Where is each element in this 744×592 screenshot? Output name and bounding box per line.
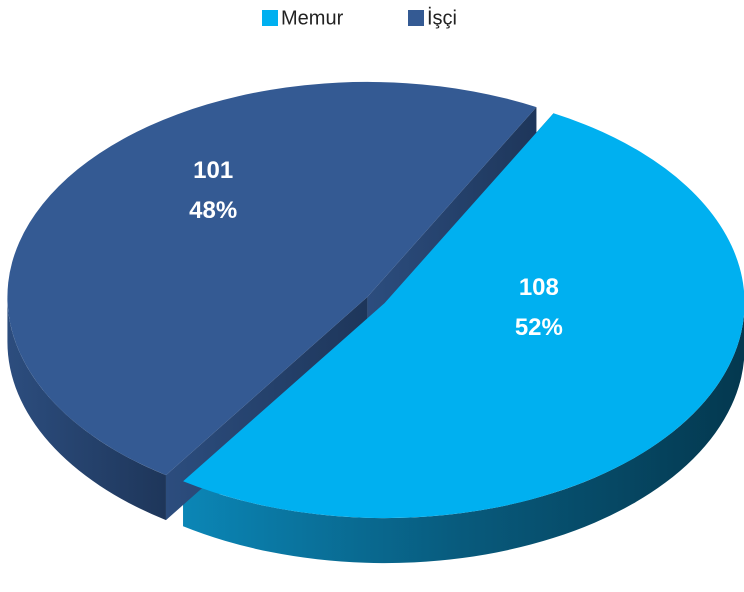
legend-swatch	[262, 10, 278, 26]
legend-label: Memur	[281, 7, 344, 29]
slice	[183, 113, 744, 519]
value-label: 101	[193, 157, 233, 184]
percent-label: 48%	[189, 197, 237, 224]
slice-side	[183, 314, 744, 564]
slice	[7, 81, 537, 476]
legend-swatch	[408, 10, 424, 26]
legend-label: İşçi	[427, 6, 457, 29]
value-label: 108	[519, 274, 559, 301]
slice-side	[7, 296, 166, 521]
percent-label: 52%	[515, 314, 563, 341]
